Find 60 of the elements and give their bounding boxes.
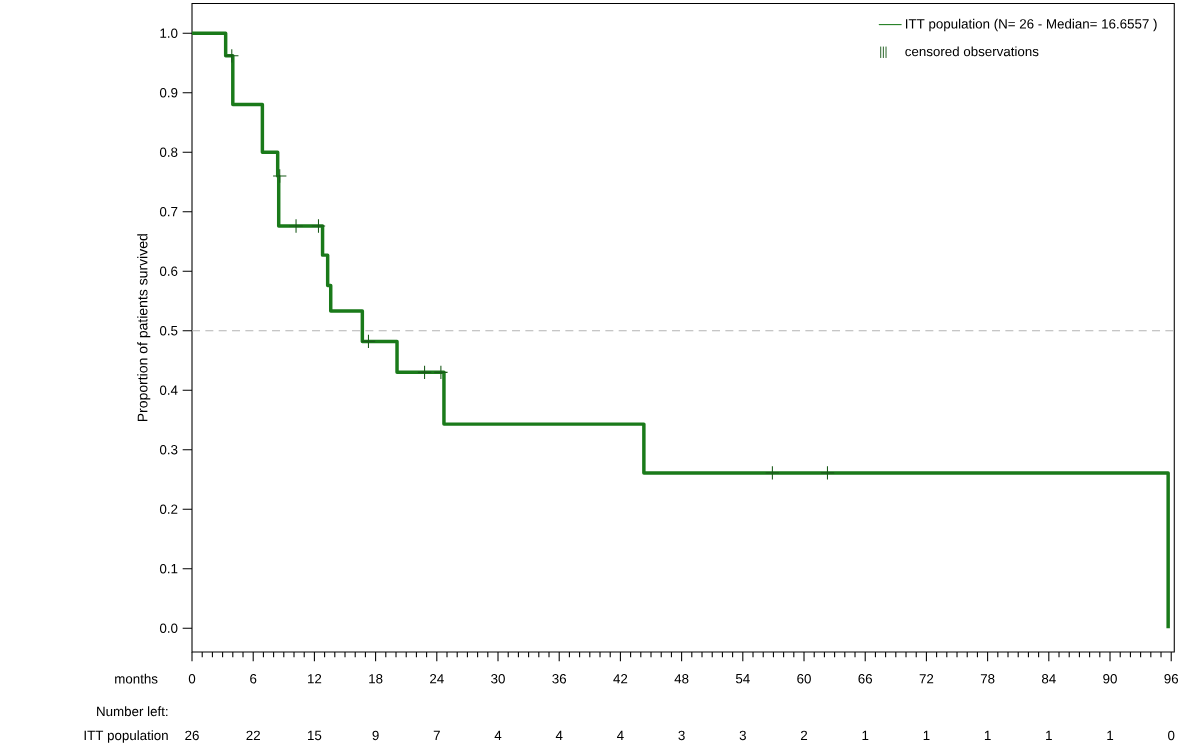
x-tick-label: 84 [1041,674,1056,684]
x-tick-label: 24 [430,674,444,684]
text: 1 [984,730,991,740]
y-tick-label: 0.0 [159,623,178,633]
text: 1 [923,730,930,740]
text: 15 [308,730,322,741]
y-tick-label: 0.1 [159,563,178,574]
x-tick-label: 54 [735,674,750,684]
y-tick-label: 0.4 [159,385,178,395]
y-tick-label: 0.9 [159,87,178,98]
x-tick-label: 6 [250,674,257,684]
x-tick-label: 72 [919,674,934,684]
point [417,365,432,380]
x-axis-title: months [115,673,158,684]
text: ITT population [84,730,168,743]
point [311,218,326,234]
y-axis-title: Proportion of patients survived [137,234,151,422]
y-tick-label: 1.0 [160,28,178,38]
y-tick-label: 0.3 [159,444,178,455]
y-tick-label: 0.8 [159,147,178,157]
y-tick-label: 0.5 [159,325,178,336]
x-tick-label: 0 [188,674,196,684]
text: 4 [555,730,563,740]
point [765,465,780,481]
legend-label: censored observations [905,46,1039,57]
y-tick-label: 0.2 [159,504,178,514]
text: 0 [1168,730,1175,741]
x-tick-label: 30 [491,674,505,684]
x-tick-label: 12 [308,674,322,684]
legend-label: ITT population (N= 26 - Median= 16.6557 ) [906,18,1157,32]
text: 4 [617,730,624,740]
text: 2 [800,730,808,740]
text: 1 [1046,730,1052,740]
point [433,365,449,380]
x-tick-label: 36 [552,674,567,684]
x-tick-label: 90 [1103,674,1117,684]
text: Number left: [97,706,168,717]
x-tick-label: 18 [369,674,383,684]
text: 9 [372,730,379,741]
y-tick-label: 0.6 [159,266,178,276]
text: 7 [433,730,440,740]
text: 3 [678,730,685,741]
text: 1 [862,730,869,740]
x-tick-label: 66 [858,674,873,684]
y-tick-label: 0.7 [159,206,178,217]
x-tick-label: 78 [980,674,995,684]
text: 26 [185,730,199,741]
x-tick-label: 48 [674,674,689,684]
text: 1 [1107,730,1114,740]
text: 3 [739,730,746,741]
text: 4 [494,730,502,740]
x-tick-label: 96 [1164,674,1179,684]
point [820,465,835,481]
point [272,168,287,184]
x-tick-label: 42 [613,674,628,684]
point [361,334,376,349]
text: 22 [246,730,260,740]
x-tick-label: 60 [797,674,811,684]
point [224,48,239,64]
point [288,218,304,234]
